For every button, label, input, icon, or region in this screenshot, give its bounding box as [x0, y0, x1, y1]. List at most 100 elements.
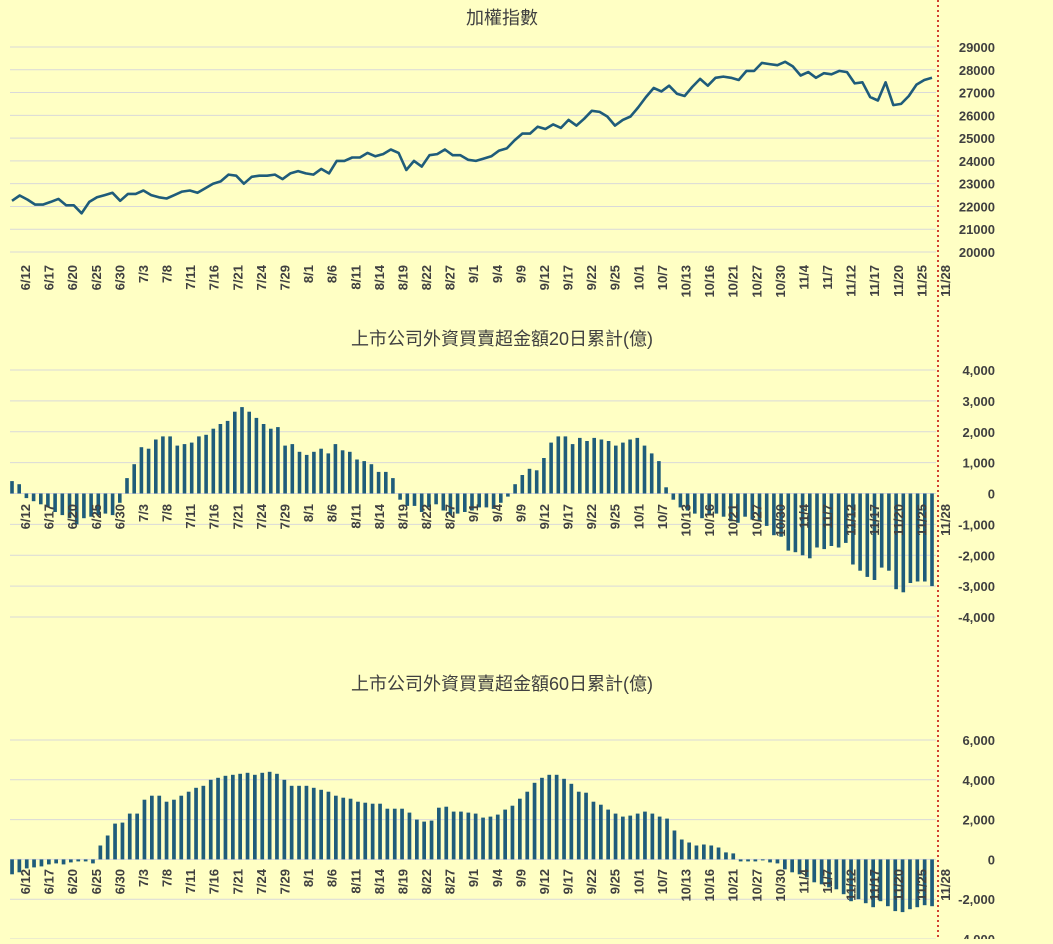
bar: [211, 428, 216, 494]
x-tick-label: 8/27: [443, 869, 458, 894]
x-tick-label: 9/12: [537, 265, 552, 290]
bar: [790, 859, 794, 873]
bar: [499, 493, 503, 503]
x-tick-label: 8/1: [301, 869, 316, 887]
x-tick-label: 10/30: [773, 504, 788, 537]
bar: [76, 859, 81, 862]
bar: [253, 774, 257, 860]
bar: [150, 795, 154, 860]
x-tick-label: 11/20: [891, 265, 906, 297]
x-tick-label: 8/6: [325, 504, 340, 522]
bar: [775, 859, 780, 864]
bar: [922, 859, 927, 906]
bar: [702, 844, 706, 860]
bar: [591, 801, 596, 860]
x-tick-label: 8/19: [395, 504, 410, 529]
bar: [518, 798, 522, 860]
x-tick-label: 8/14: [372, 264, 387, 290]
bar: [872, 493, 877, 580]
bar: [657, 461, 661, 494]
bar: [815, 493, 819, 548]
bar: [376, 471, 381, 494]
x-tick-label: 10/1: [631, 504, 646, 529]
bar: [709, 845, 714, 860]
x-tick-label: 7/16: [207, 504, 222, 529]
bar: [578, 437, 582, 494]
bar: [532, 782, 537, 860]
bar: [172, 799, 176, 860]
bar: [161, 436, 165, 494]
bar: [584, 792, 588, 860]
bar: [628, 815, 633, 860]
bar: [429, 820, 434, 860]
bar: [154, 439, 158, 494]
y-tick-label: 24000: [959, 154, 995, 169]
x-tick-label: 8/14: [372, 868, 387, 894]
x-tick-label: 10/21: [726, 265, 741, 298]
bar: [120, 822, 125, 860]
bar: [197, 436, 201, 494]
x-tick-label: 11/28: [938, 504, 953, 536]
bar: [142, 799, 147, 860]
bar: [204, 434, 208, 494]
x-tick-label: 7/24: [254, 868, 269, 894]
y-tick-label: 2,000: [962, 813, 995, 828]
bar: [333, 444, 338, 494]
bar: [135, 813, 139, 860]
bar: [89, 493, 93, 517]
bar: [348, 798, 353, 860]
bar: [216, 777, 220, 860]
x-tick-label: 9/4: [490, 503, 505, 522]
x-tick-label: 6/30: [112, 869, 127, 894]
y-tick-label: 1,000: [962, 456, 995, 471]
bar: [664, 487, 668, 494]
bar: [341, 797, 346, 860]
x-tick-label: 10/30: [773, 265, 788, 298]
bar: [707, 493, 711, 516]
x-tick-label: 11/25: [914, 265, 929, 297]
bar: [451, 811, 456, 860]
bar: [290, 444, 295, 494]
bar: [841, 859, 846, 895]
y-tick-label: -4,000: [958, 932, 995, 939]
bar: [606, 809, 610, 860]
x-tick-label: 11/12: [844, 265, 859, 297]
bar: [391, 478, 395, 494]
x-tick-label: 6/25: [89, 504, 104, 529]
bar: [31, 493, 36, 502]
bar: [441, 493, 446, 511]
bar: [900, 859, 905, 913]
bar: [569, 783, 574, 860]
bar: [470, 493, 474, 511]
x-tick-label: 11/17: [867, 869, 882, 901]
bar: [834, 859, 839, 890]
bar: [53, 493, 57, 512]
x-tick-label: 10/13: [679, 504, 694, 537]
bar: [260, 772, 265, 860]
x-tick-label: 8/22: [419, 504, 434, 529]
y-tick-label: -4,000: [958, 610, 995, 625]
bar: [218, 424, 223, 494]
bar: [245, 772, 250, 860]
x-tick-label: 8/22: [419, 869, 434, 894]
bar: [779, 493, 783, 537]
bar: [721, 493, 726, 517]
y-tick-label: 21000: [959, 222, 995, 237]
x-tick-label: 9/17: [561, 265, 576, 290]
bar: [549, 442, 553, 494]
bar: [923, 493, 927, 582]
bar: [189, 442, 194, 494]
bar: [643, 811, 647, 860]
bar: [348, 451, 352, 494]
bar: [477, 493, 481, 508]
bar: [283, 445, 287, 494]
bar: [312, 451, 316, 494]
x-tick-label: 11/7: [820, 265, 835, 290]
x-tick-label: 9/17: [561, 504, 576, 529]
x-tick-label: 7/29: [278, 869, 293, 894]
bar: [887, 493, 891, 571]
bar: [240, 407, 244, 494]
bar: [146, 448, 151, 494]
y-tick-label: -1,000: [958, 517, 995, 532]
